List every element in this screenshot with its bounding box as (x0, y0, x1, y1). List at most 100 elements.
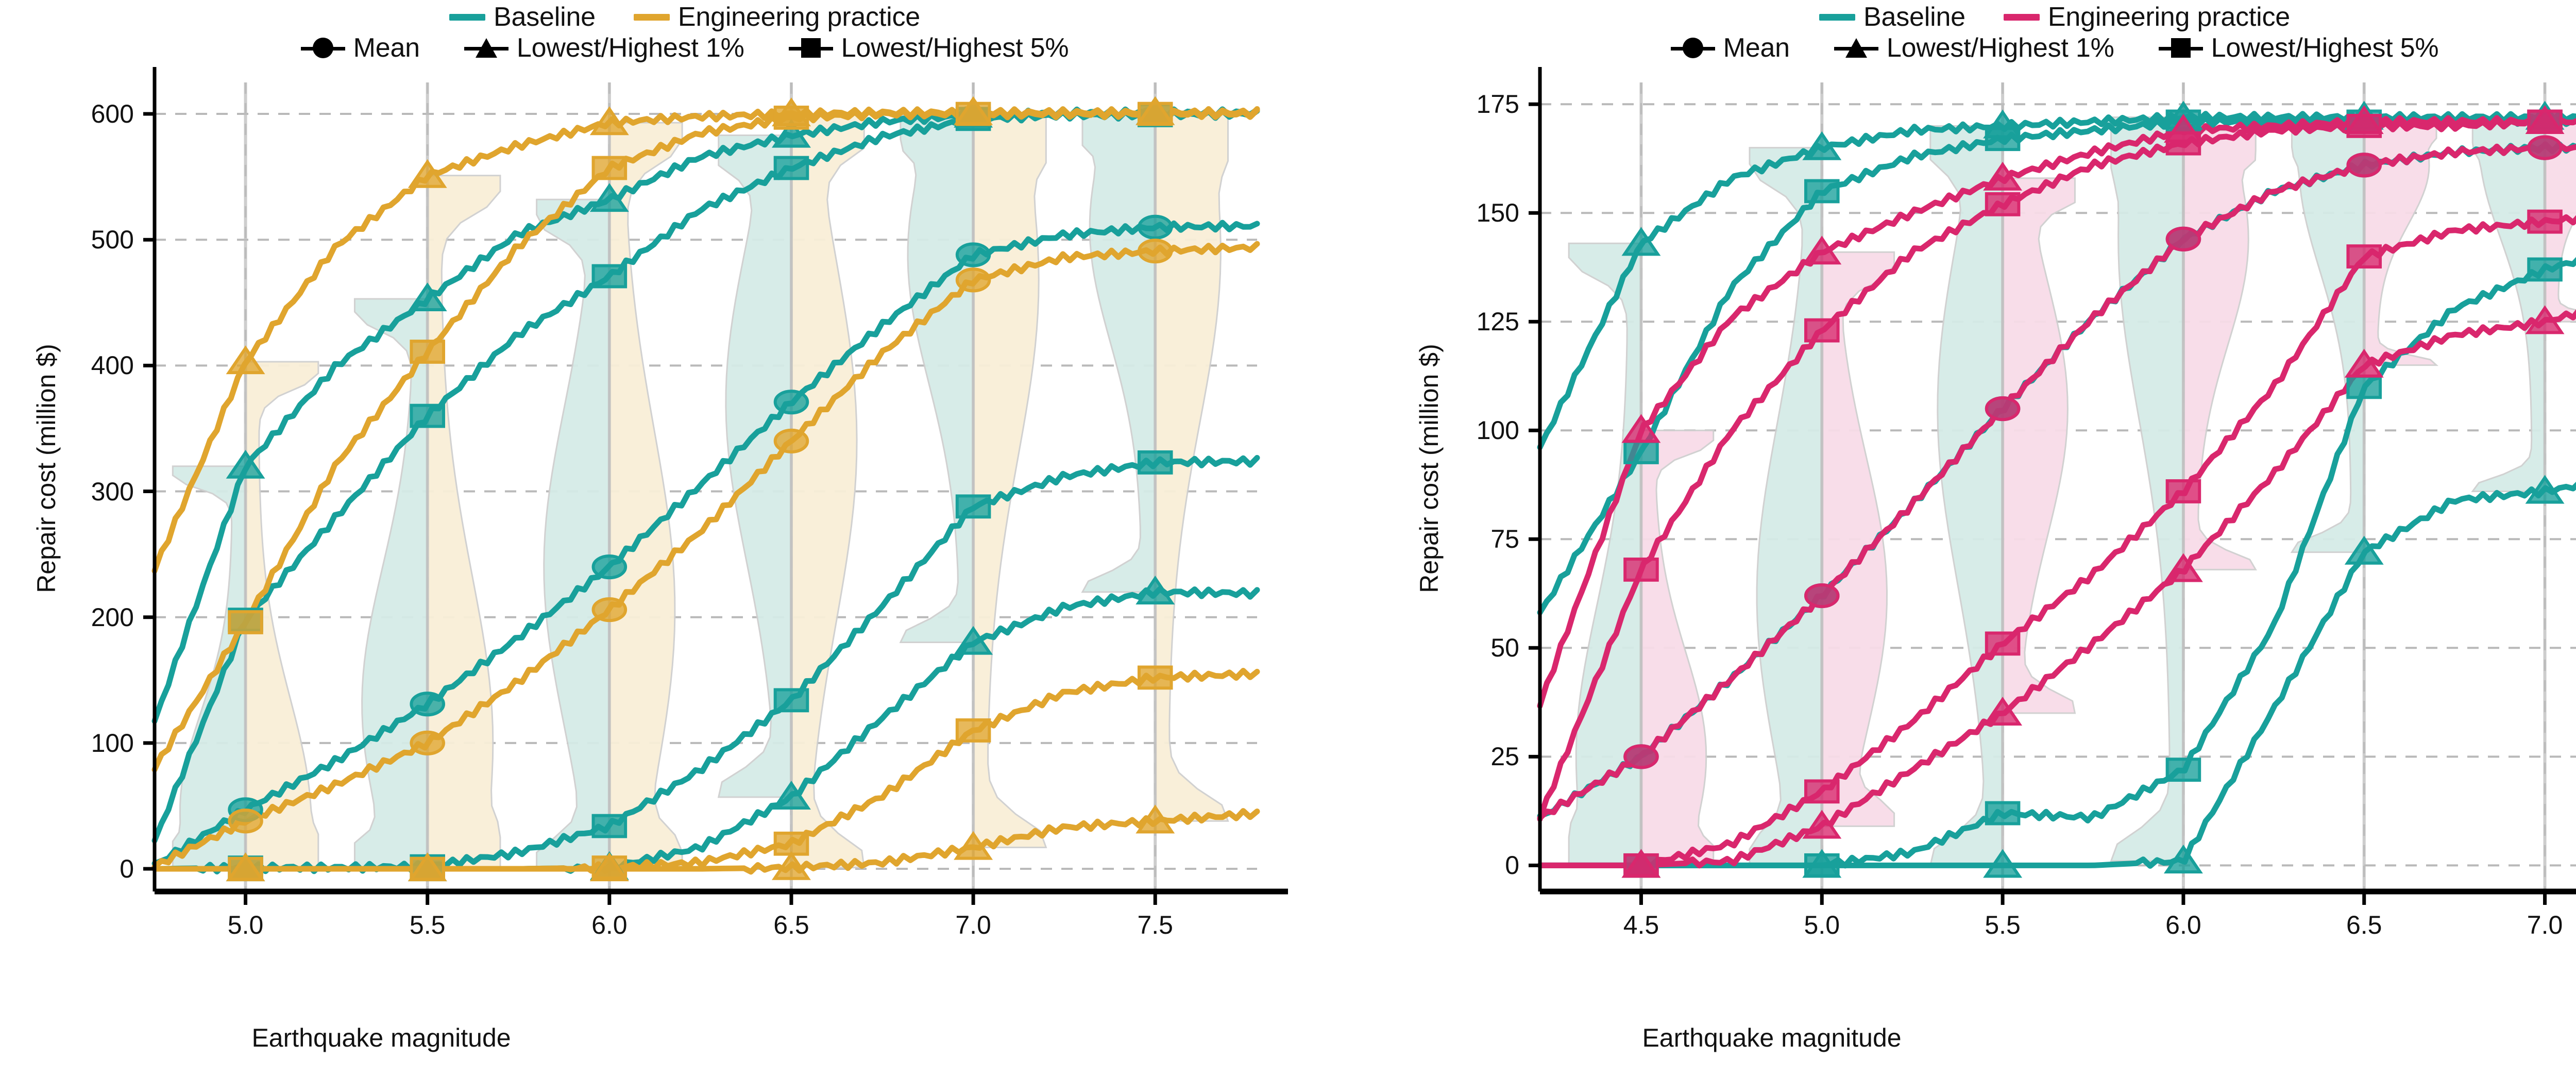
legend-item-baseline[interactable]: Baseline (1819, 2, 1965, 32)
legend-label-engineering: Engineering practice (677, 2, 920, 32)
data-point-marker-circle (591, 597, 628, 622)
data-point-marker-circle (591, 554, 628, 580)
y-tick-label: 125 (1476, 307, 1519, 336)
data-point-marker-square (2165, 479, 2201, 503)
legend-line-swatch-baseline (1819, 13, 1856, 21)
y-tick-label: 0 (1505, 851, 1519, 880)
left-legend-series: Baseline Engineering practice (0, 2, 1369, 32)
data-point-marker-square (410, 340, 445, 364)
data-point-marker-circle (1137, 214, 1173, 240)
data-point-marker-triangle (589, 183, 629, 212)
x-tick-label: 6.5 (773, 911, 809, 939)
data-point-marker-triangle (2344, 535, 2384, 565)
legend-item-lowest-highest-1[interactable]: Lowest/Highest 1% (1834, 32, 2114, 63)
data-point-marker-square (591, 814, 628, 838)
data-point-marker-square (1137, 102, 1173, 126)
circle-marker-icon (300, 38, 345, 58)
legend-item-lowest-highest-1[interactable]: Lowest/Highest 1% (464, 32, 744, 63)
legend-item-engineering-practice[interactable]: Engineering practice (633, 2, 920, 32)
data-point-marker-triangle (1983, 849, 2023, 878)
x-tick-label: 5.0 (227, 911, 264, 939)
data-point-marker-square (955, 494, 991, 519)
data-point-marker-triangle (2163, 553, 2203, 582)
data-point-marker-triangle (1802, 235, 1842, 265)
y-tick-label: 0 (120, 854, 134, 884)
data-point-marker-square (591, 264, 628, 289)
legend-label-lowest-highest-1: Lowest/Highest 1% (1886, 33, 2114, 63)
legend-item-lowest-highest-5[interactable]: Lowest/Highest 5% (788, 32, 1069, 63)
triangle-marker-icon (1834, 38, 1878, 58)
legend-item-baseline[interactable]: Baseline (449, 2, 596, 32)
right-y-axis-label: Repair cost (million $) (1415, 344, 1444, 593)
series-line (151, 808, 1260, 875)
right-x-axis-label: Earthquake magnitude (1642, 1023, 1902, 1052)
data-point-marker-triangle (954, 626, 993, 655)
right-panel: Baseline Engineering practice Mean (1370, 0, 2576, 1077)
y-tick-label: 25 (1490, 742, 1519, 771)
data-point-marker-square (2527, 257, 2563, 282)
x-tick-label: 7.0 (2527, 911, 2563, 939)
data-point-marker-triangle (954, 831, 993, 860)
series-line (1537, 115, 2576, 822)
data-point-marker-circle (773, 390, 809, 415)
left-chart-svg (143, 67, 1288, 905)
legend-item-mean[interactable]: Mean (1670, 32, 1790, 63)
data-point-marker-triangle (772, 119, 811, 148)
data-point-marker-triangle (2525, 305, 2565, 334)
violin-baseline-7.5 (1081, 112, 1156, 593)
right-legend-markers: Mean Lowest/Highest 1% Lowest/Highest 5% (1370, 32, 2576, 64)
series-line (1537, 481, 2576, 869)
y-tick-label: 200 (91, 602, 134, 632)
data-point-marker-circle (2527, 135, 2563, 160)
data-point-marker-square (2527, 109, 2563, 134)
x-tick-label: 7.5 (1137, 911, 1173, 939)
violin-baseline-7 (2471, 116, 2546, 492)
triangle-marker-icon (464, 38, 509, 58)
legend-label-baseline: Baseline (1863, 2, 1965, 32)
y-tick-label: 150 (1476, 198, 1519, 228)
data-point-marker-square (773, 688, 809, 713)
violin-baseline-7 (899, 114, 974, 644)
legend-label-engineering: Engineering practice (2047, 2, 2290, 32)
legend-item-mean[interactable]: Mean (300, 32, 420, 63)
data-point-marker-triangle (408, 282, 447, 312)
data-point-marker-square (1137, 665, 1173, 690)
data-point-marker-triangle (1802, 810, 1842, 839)
data-point-marker-square (1804, 779, 1840, 804)
left-panel: Baseline Engineering practice Mean (0, 2, 1369, 1052)
x-tick-label: 6.5 (2346, 911, 2382, 939)
legend-item-lowest-highest-5[interactable]: Lowest/Highest 5% (2158, 32, 2439, 63)
data-point-marker-circle (410, 692, 445, 717)
data-point-marker-triangle (2525, 475, 2565, 504)
data-point-marker-square (1623, 557, 1659, 582)
data-point-marker-triangle (408, 852, 447, 882)
y-tick-label: 400 (91, 351, 134, 380)
legend-item-engineering-practice[interactable]: Engineering practice (2003, 2, 2290, 32)
data-point-marker-square (2346, 244, 2382, 269)
right-legend-series: Baseline Engineering practice (1370, 2, 2576, 32)
data-point-marker-square (955, 718, 991, 743)
data-point-marker-square (2346, 114, 2382, 138)
y-tick-label: 100 (91, 728, 134, 758)
data-point-marker-circle (1623, 744, 1659, 769)
data-point-marker-square (591, 156, 628, 180)
legend-label-mean: Mean (1723, 33, 1790, 63)
data-point-marker-triangle (589, 852, 629, 882)
legend-label-lowest-highest-1: Lowest/Highest 1% (516, 33, 744, 63)
data-point-marker-circle (228, 809, 263, 834)
data-point-marker-square (228, 610, 263, 634)
series-line (151, 106, 1260, 574)
data-point-marker-triangle (1136, 804, 1175, 834)
data-point-marker-square (1985, 631, 2021, 656)
legend-label-lowest-highest-5: Lowest/Highest 5% (2211, 33, 2439, 63)
data-point-marker-square (773, 156, 809, 180)
violin-engineering-practice-4.5 (1640, 429, 1715, 866)
data-point-marker-square (2165, 758, 2201, 782)
y-tick-label: 50 (1490, 633, 1519, 663)
series-line (1537, 214, 2576, 869)
legend-label-lowest-highest-5: Lowest/Highest 5% (841, 33, 1069, 63)
y-tick-label: 175 (1476, 90, 1519, 119)
data-point-marker-triangle (1621, 849, 1661, 878)
data-point-marker-square (1623, 440, 1659, 464)
